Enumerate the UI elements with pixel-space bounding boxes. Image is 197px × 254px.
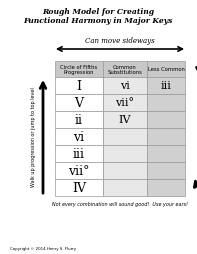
Bar — [55, 162, 103, 179]
Text: vi: vi — [120, 81, 130, 91]
Bar — [103, 129, 147, 146]
Text: Walk up progression or jump to top level: Walk up progression or jump to top level — [32, 87, 36, 187]
Bar — [103, 162, 147, 179]
Bar — [55, 112, 103, 129]
Text: Circle of Fifths
Progression: Circle of Fifths Progression — [60, 65, 98, 75]
Bar — [147, 129, 185, 146]
Bar — [55, 146, 103, 162]
Text: Can move sideways: Can move sideways — [85, 37, 155, 45]
Bar — [103, 112, 147, 129]
Bar — [147, 162, 185, 179]
Bar — [103, 62, 147, 78]
Bar — [147, 95, 185, 112]
Bar — [147, 78, 185, 95]
Bar — [147, 112, 185, 129]
Bar — [55, 95, 103, 112]
Text: iii: iii — [73, 147, 85, 160]
Text: Not every combination will sound good!  Use your ears!: Not every combination will sound good! U… — [52, 201, 188, 206]
Text: IV: IV — [119, 115, 131, 125]
Bar — [147, 62, 185, 78]
Text: Common
Substitutions: Common Substitutions — [108, 65, 142, 75]
Text: Functional Harmony in Major Keys: Functional Harmony in Major Keys — [23, 17, 173, 25]
Bar — [55, 78, 103, 95]
Bar — [147, 146, 185, 162]
Text: Less Common: Less Common — [148, 67, 184, 72]
Bar — [55, 179, 103, 196]
Text: iii: iii — [161, 81, 171, 91]
Text: vi: vi — [73, 131, 85, 144]
Text: vii°: vii° — [68, 164, 90, 177]
Bar — [103, 179, 147, 196]
Text: ii: ii — [75, 114, 83, 126]
Text: IV: IV — [72, 181, 86, 194]
Bar — [55, 62, 103, 78]
Bar — [103, 146, 147, 162]
Bar — [103, 78, 147, 95]
Bar — [147, 179, 185, 196]
Text: V: V — [74, 97, 84, 109]
Text: vii°: vii° — [115, 98, 135, 108]
Text: I: I — [76, 80, 82, 93]
Text: Copyright © 2014 Henry S. Flurry: Copyright © 2014 Henry S. Flurry — [10, 246, 76, 250]
FancyArrowPatch shape — [194, 68, 197, 187]
Bar — [103, 95, 147, 112]
Bar — [55, 129, 103, 146]
Text: Rough Model for Creating: Rough Model for Creating — [42, 8, 154, 16]
